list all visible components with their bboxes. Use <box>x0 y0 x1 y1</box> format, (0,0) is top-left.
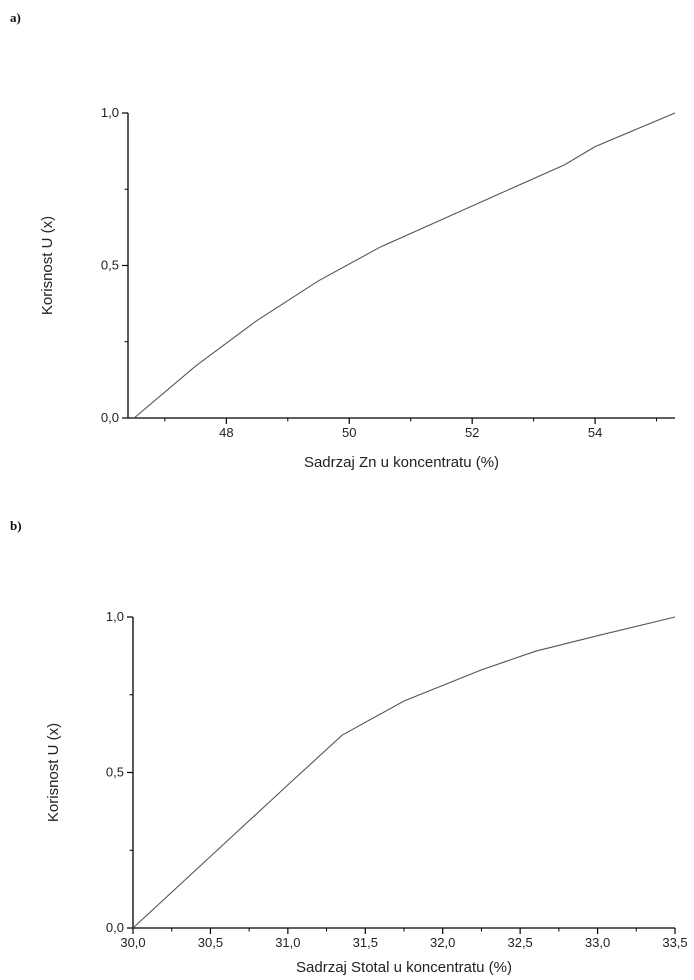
y-axis-title: Korisnost U (x) <box>39 216 56 315</box>
x-tick-label: 32,5 <box>507 935 532 950</box>
x-tick-label: 30,0 <box>120 935 145 950</box>
x-tick-label: 54 <box>588 425 602 440</box>
x-tick-label: 30,5 <box>198 935 223 950</box>
y-axis-title: Korisnost U (x) <box>45 723 62 822</box>
x-tick-label: 33,0 <box>585 935 610 950</box>
x-axis-title: Sadrzaj Stotal u koncentratu (%) <box>296 959 512 976</box>
y-tick-label: 1,0 <box>101 105 119 120</box>
series-line <box>132 616 676 929</box>
x-tick-label: 48 <box>219 425 233 440</box>
y-tick-label: 0,0 <box>106 920 124 935</box>
y-tick-label: 1,0 <box>106 609 124 624</box>
y-tick-label: 0,5 <box>101 258 119 273</box>
y-tick-label: 0,0 <box>101 410 119 425</box>
x-axis-title: Sadrzaj Zn u koncentratu (%) <box>304 454 499 471</box>
x-tick-label: 31,0 <box>275 935 300 950</box>
panel-label-b: b) <box>10 518 22 533</box>
panel-label-a: a) <box>10 10 21 25</box>
y-tick-label: 0,5 <box>106 765 124 780</box>
x-tick-label: 32,0 <box>430 935 455 950</box>
x-tick-label: 31,5 <box>353 935 378 950</box>
x-tick-label: 33,5 <box>662 935 687 950</box>
x-tick-label: 52 <box>465 425 479 440</box>
series-line <box>133 112 676 419</box>
x-tick-label: 50 <box>342 425 356 440</box>
